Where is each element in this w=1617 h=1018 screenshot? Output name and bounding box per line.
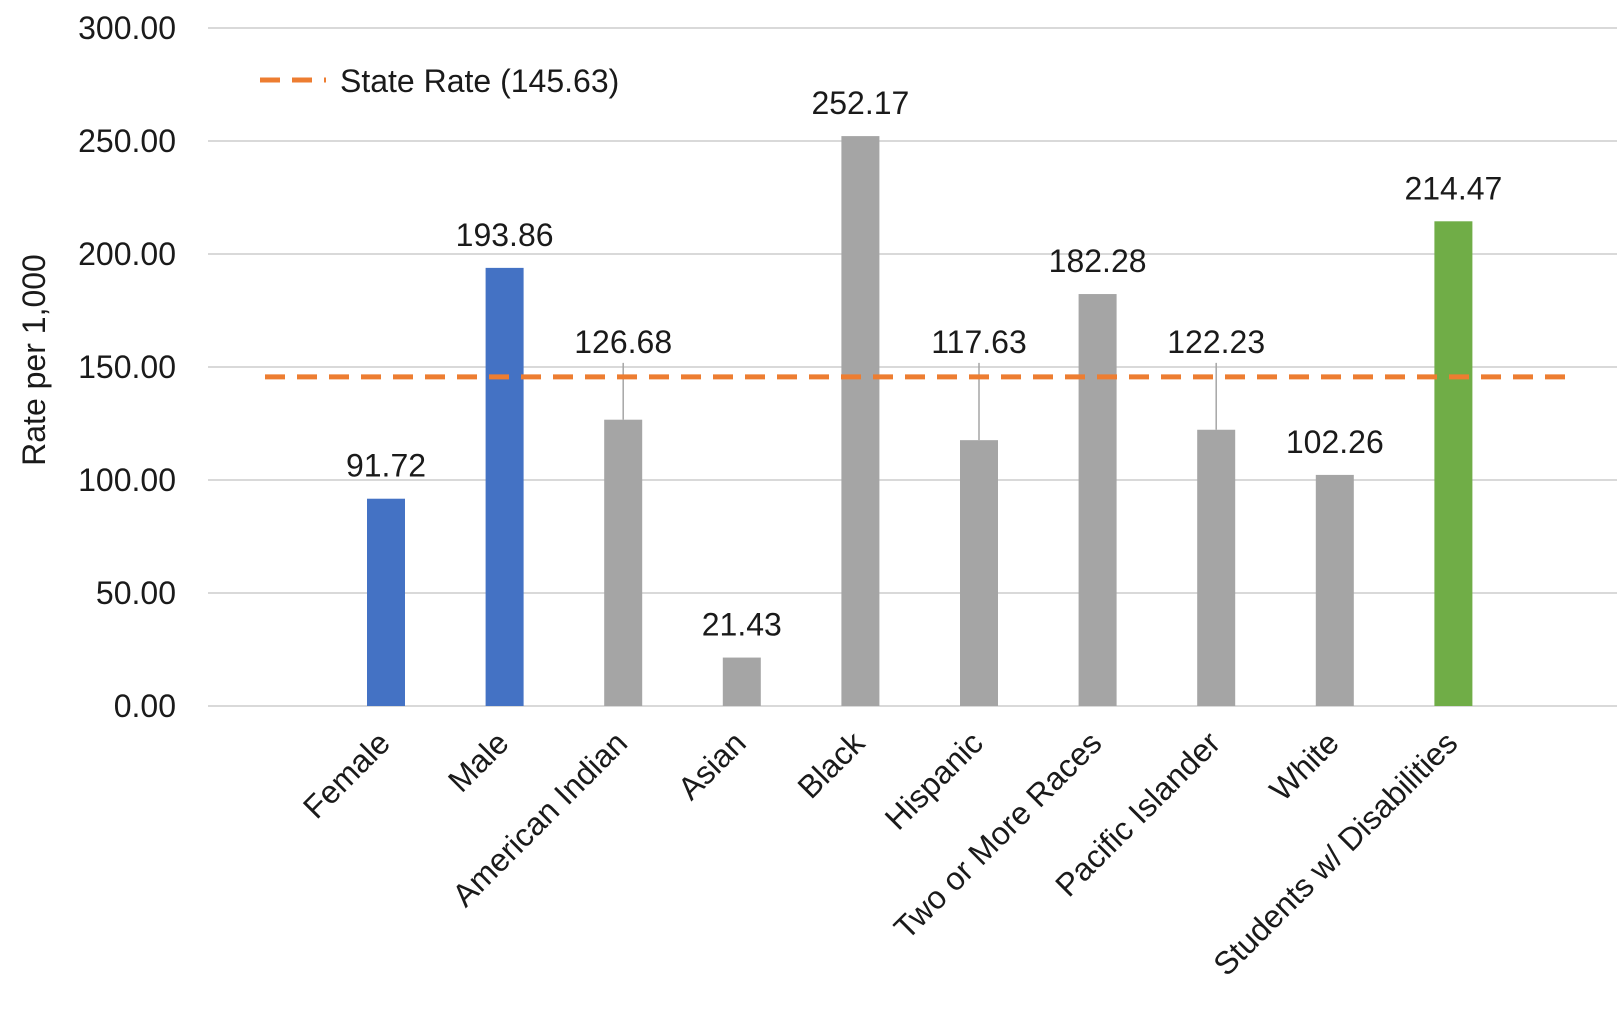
bar — [1197, 429, 1236, 706]
y-tick-label: 50.00 — [96, 575, 176, 611]
data-label: 214.47 — [1404, 170, 1502, 206]
bar — [1315, 474, 1354, 706]
x-category-label: Students w/ Disabilities — [1206, 724, 1464, 982]
y-tick-label: 0.00 — [114, 688, 176, 724]
x-category-label: Male — [441, 724, 516, 799]
legend: State Rate (145.63) — [260, 63, 619, 99]
data-label: 21.43 — [702, 607, 782, 643]
bar — [841, 136, 880, 706]
legend-label: State Rate (145.63) — [340, 63, 619, 99]
bar — [1434, 221, 1473, 707]
data-labels: 91.72 193.86 126.68 21.43 252.17 117.63 182.28… — [346, 85, 1502, 642]
x-category-label: Female — [296, 724, 397, 825]
bar — [604, 419, 643, 706]
data-label: 91.72 — [346, 448, 426, 484]
bar — [960, 440, 998, 706]
y-tick-label: 100.00 — [78, 462, 176, 498]
bar — [485, 267, 524, 706]
x-category-label: White — [1262, 724, 1345, 807]
y-tick-label: 150.00 — [78, 349, 176, 385]
y-axis-title: Rate per 1,000 — [16, 254, 52, 466]
x-category-label: Hispanic — [878, 724, 990, 836]
x-category-label: Black — [791, 724, 872, 805]
data-label: 117.63 — [931, 324, 1027, 360]
data-label: 252.17 — [811, 85, 909, 121]
data-label: 193.86 — [456, 217, 554, 253]
x-category-label: Asian — [671, 724, 753, 806]
gridlines — [208, 27, 1617, 707]
y-tick-label: 250.00 — [78, 123, 176, 159]
x-category-label: Two or More Races — [887, 724, 1109, 946]
data-label: 126.68 — [574, 324, 672, 360]
bar — [722, 657, 761, 706]
data-label: 122.23 — [1167, 324, 1265, 360]
bars — [367, 136, 1473, 707]
bar — [1078, 294, 1117, 706]
data-label: 182.28 — [1049, 243, 1147, 279]
bar — [367, 498, 405, 706]
y-tick-label: 200.00 — [78, 236, 176, 272]
y-tick-label: 300.00 — [78, 10, 176, 46]
data-label: 102.26 — [1286, 424, 1384, 460]
y-axis-ticks: 0.00 50.00 100.00 150.00 200.00 250.00 300.00 — [78, 10, 176, 724]
